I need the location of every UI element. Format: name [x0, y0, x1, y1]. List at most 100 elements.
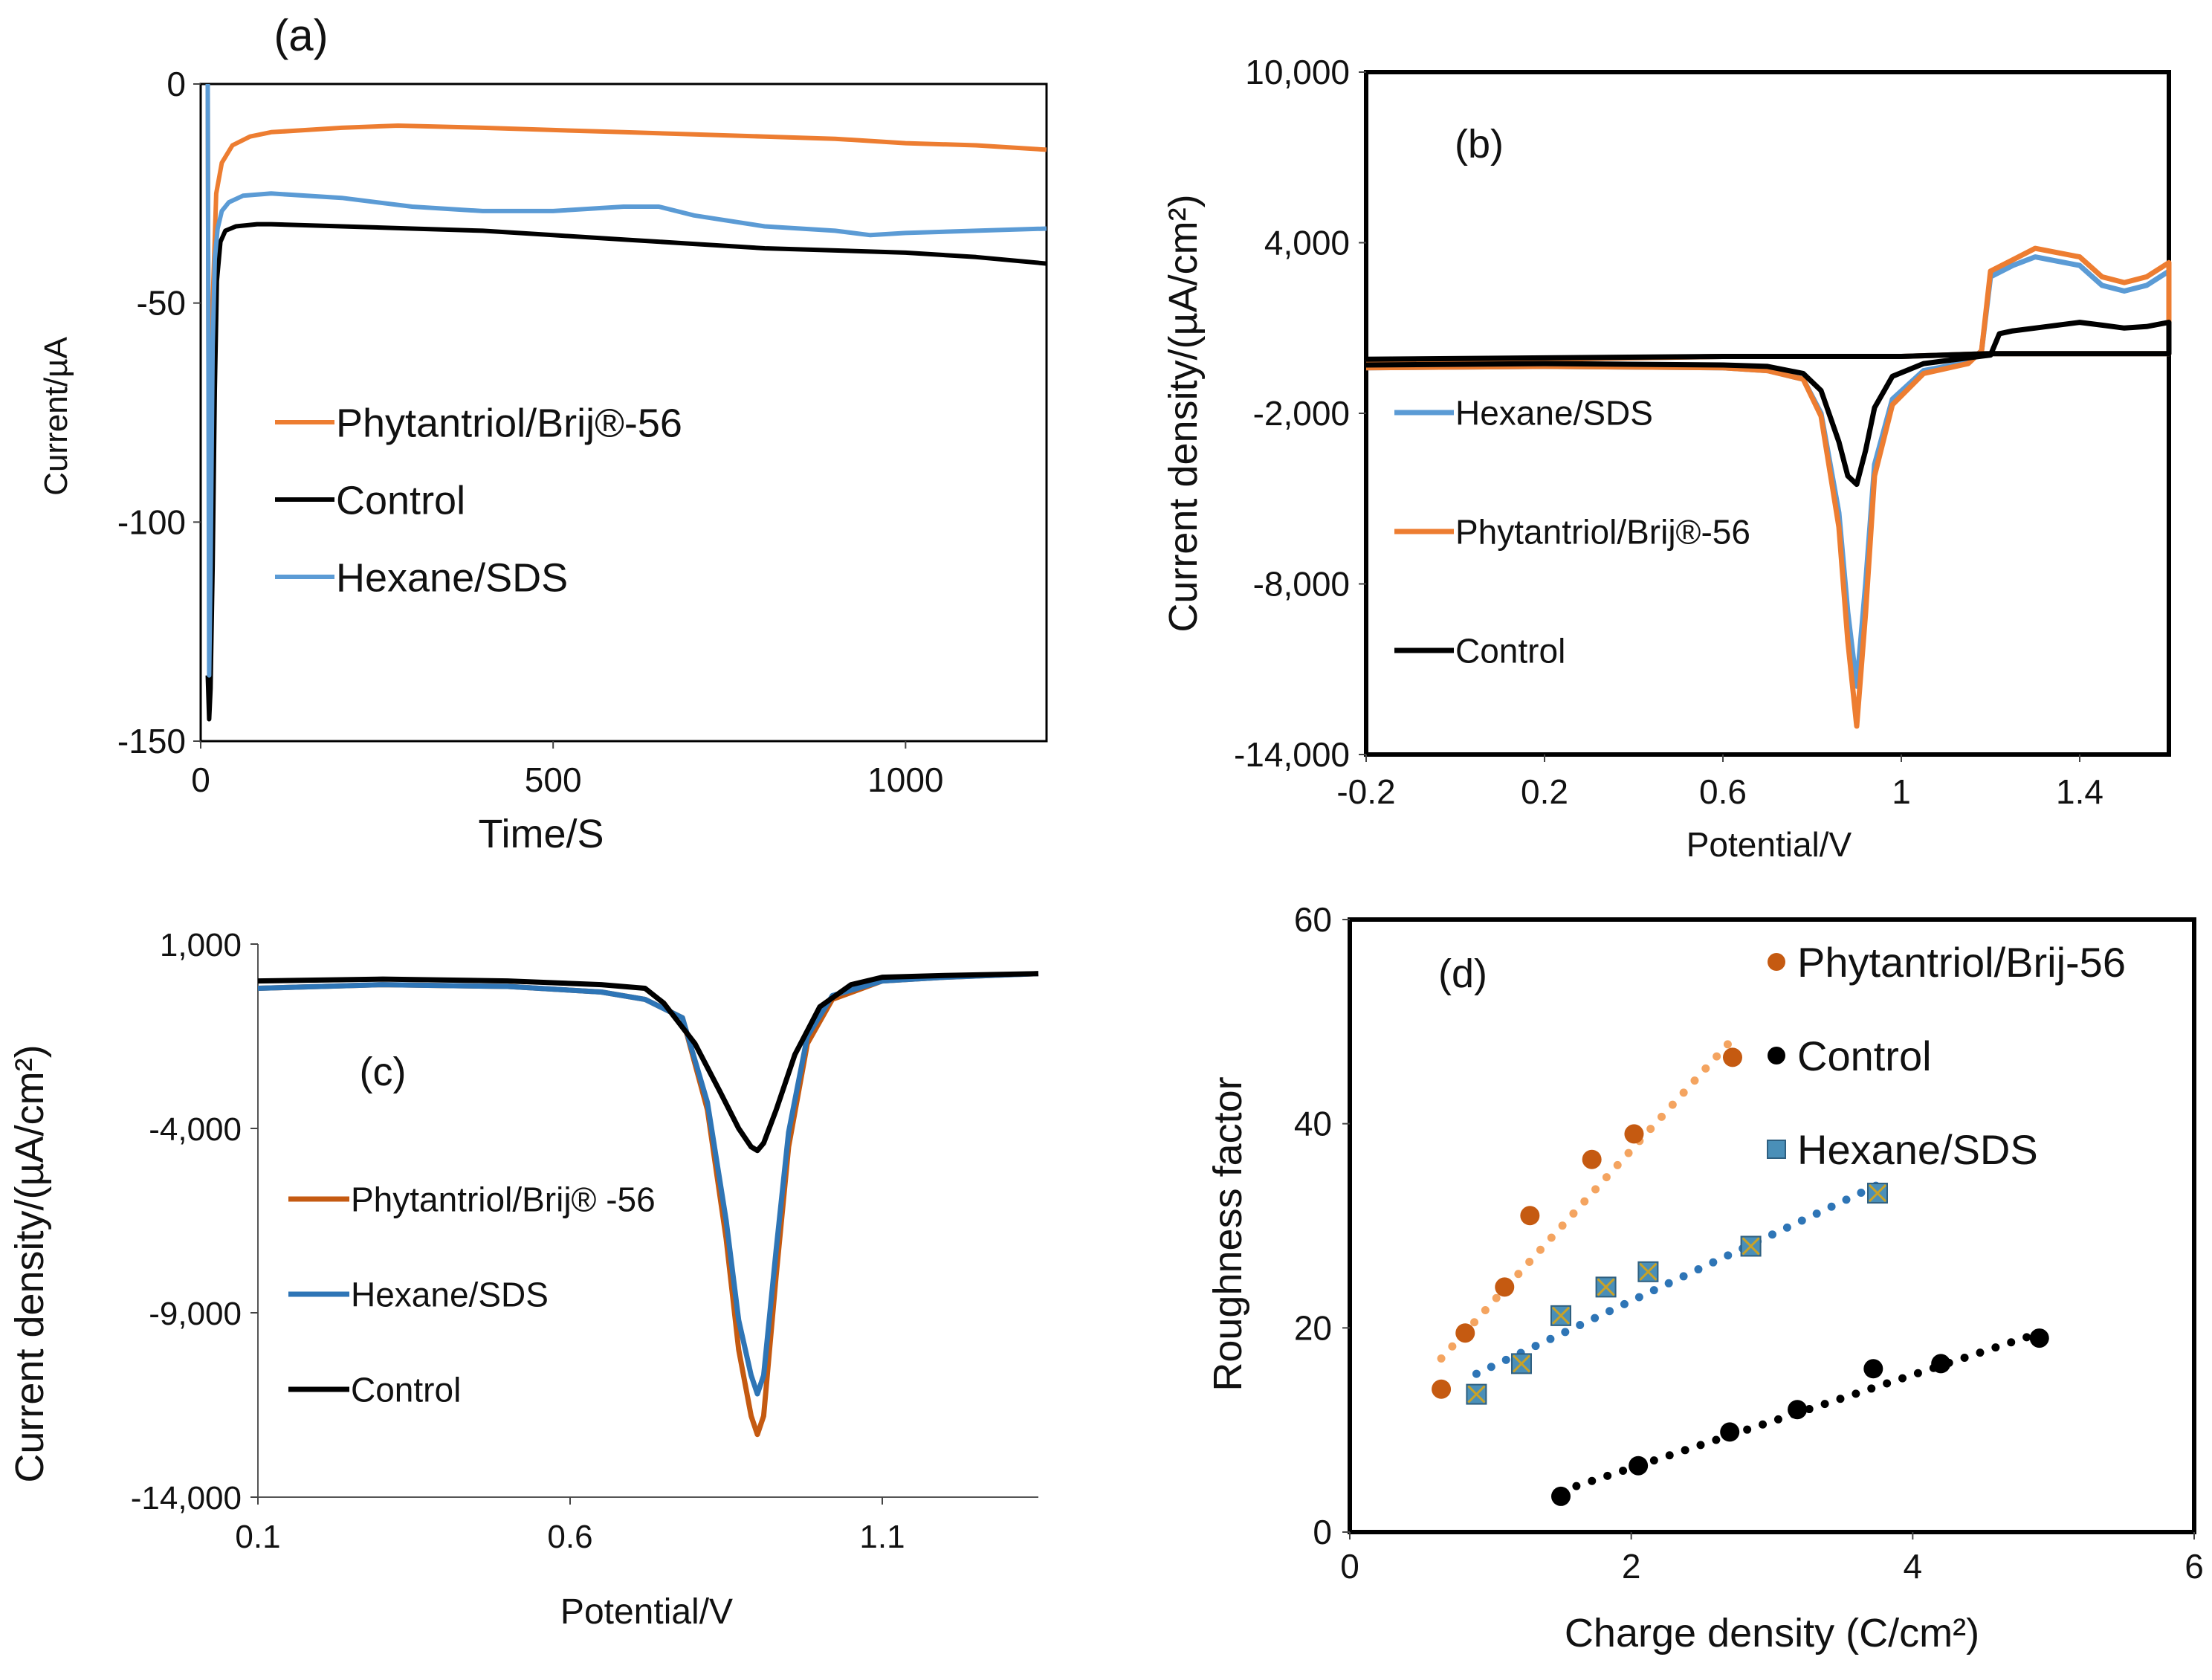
data-point [1720, 1422, 1740, 1442]
data-point-cross [1512, 1354, 1531, 1373]
series-line-2 [1365, 320, 2172, 488]
data-point [1637, 1261, 1659, 1282]
data-point [1867, 1183, 1888, 1204]
y-axis-title: Current density/(µA/cm²) [7, 1044, 52, 1482]
x-axis-title: Charge density (C/cm²) [1565, 1611, 1979, 1655]
data-point [1582, 1149, 1602, 1169]
panel-b: -0.2 0.2 0.6 1 1.4 10,000 4,000 -2,000 -8,000 -14… [1161, 53, 2172, 864]
x-tick-label: 0.1 [235, 1519, 280, 1555]
legend: Hexane/SDS Phytantriol/Brij®-56 Control [1394, 394, 1750, 671]
y-tick-label: 1,000 [160, 927, 242, 963]
y-tick-label: -14,000 [131, 1480, 242, 1516]
legend-label-1: Phytantriol/Brij®-56 [1455, 513, 1750, 552]
x-tick-label: 2 [1622, 1547, 1641, 1586]
legend: Phytantriol/Brij®-56 Control Hexane/SDS [275, 401, 682, 600]
y-tick-label: -2,000 [1253, 394, 1350, 433]
data-point [1788, 1400, 1808, 1420]
data-point [1740, 1235, 1762, 1257]
y-tick-label: -9,000 [149, 1296, 242, 1332]
y-axis-title: Current density/(µA/cm²) [1161, 194, 1206, 632]
x-tick-label: 4 [1904, 1547, 1923, 1586]
data-point [1495, 1277, 1515, 1297]
y-tick-label: -50 [137, 284, 186, 323]
data-point [1931, 1354, 1951, 1374]
legend-label-1: Hexane/SDS [351, 1276, 549, 1314]
data-point [1863, 1359, 1883, 1379]
plot-frame [1348, 917, 2196, 1534]
data-point [1629, 1456, 1649, 1476]
data-point [1722, 1047, 1742, 1067]
legend: Phytantriol/Brij® -56 Hexane/SDS Control [288, 1180, 656, 1409]
data-point [1550, 1305, 1571, 1326]
plot-frame [199, 83, 1048, 743]
panel-label: (b) [1455, 122, 1504, 167]
data-point [1595, 1276, 1617, 1298]
x-tick-label: 0.2 [1521, 772, 1568, 811]
y-axis-title: Current/µA [38, 337, 74, 496]
x-tick-label: 1.1 [859, 1519, 905, 1555]
series-line-2 [205, 83, 1047, 678]
x-axis-title: Potential/V [560, 1592, 733, 1632]
y-tick-label: -4,000 [149, 1111, 242, 1148]
data-point-cross [1597, 1278, 1615, 1296]
series-line-2 [257, 971, 1039, 1154]
x-tick-label: 0 [1340, 1547, 1359, 1586]
legend: Phytantriol/Brij-56 Control Hexane/SDS [1767, 939, 2126, 1173]
legend-label-0: Phytantriol/Brij-56 [1797, 939, 2126, 986]
series-line-1 [205, 222, 1047, 722]
y-axis-title: Roughness factor [1206, 1076, 1250, 1391]
x-tick-label: 0.6 [547, 1519, 592, 1555]
series-line-0 [205, 83, 1047, 656]
data-point [1466, 1383, 1487, 1405]
x-tick-label: 0.6 [1699, 772, 1747, 811]
y-tick-label: 0 [166, 65, 186, 103]
data-point [1520, 1206, 1540, 1226]
legend-swatch-0 [1768, 953, 1785, 971]
y-tick-label: -100 [117, 503, 186, 541]
data-point [1455, 1323, 1475, 1343]
x-tick-label: -0.2 [1336, 772, 1395, 811]
panel-label: (c) [360, 1050, 407, 1094]
panel-c: 0.1 0.6 1.1 1,000 -4,000 -9,000 -14,000 (c) Pote… [7, 927, 1039, 1632]
x-tick-label: 0 [191, 760, 210, 799]
data-point [1624, 1124, 1644, 1144]
legend-label-1: Control [1797, 1033, 1932, 1079]
x-axis-title: Time/S [478, 812, 604, 856]
x-axis-title: Potential/V [1687, 825, 1852, 864]
panel-a: 0 500 1000 0 -50 -100 -150 (a) Time/S Current/µA P… [38, 10, 1048, 856]
x-tick-label: 1.4 [2056, 772, 2103, 811]
legend-label-0: Phytantriol/Brij®-56 [336, 401, 682, 445]
panel-label: (d) [1438, 952, 1487, 996]
legend-label-2: Hexane/SDS [1797, 1126, 2038, 1173]
y-tick-label: 20 [1294, 1308, 1332, 1347]
data-point [1510, 1353, 1532, 1374]
legend-swatch-2 [1767, 1140, 1786, 1159]
legend-label-0: Phytantriol/Brij® -56 [351, 1180, 656, 1219]
y-tick-label: 60 [1294, 900, 1332, 939]
y-tick-label: 0 [1313, 1513, 1332, 1551]
y-tick-label: -14,000 [1234, 735, 1350, 774]
data-point-cross [1742, 1237, 1760, 1256]
legend-label-2: Hexane/SDS [336, 555, 568, 600]
x-tick-label: 6 [2184, 1547, 2204, 1586]
y-tick-label: -8,000 [1253, 565, 1350, 604]
x-tick-label: 1000 [867, 760, 943, 799]
data-point [2029, 1328, 2049, 1348]
trendline-0 [1437, 1038, 1734, 1363]
legend-label-0: Hexane/SDS [1455, 394, 1653, 433]
panel-label: (a) [274, 10, 328, 60]
data-point [1551, 1486, 1571, 1506]
data-point-cross [1551, 1306, 1571, 1325]
series-line-0 [1365, 254, 2172, 689]
y-tick-label: -150 [117, 722, 186, 760]
data-point-cross [1639, 1262, 1658, 1281]
legend-swatch-1 [1768, 1047, 1785, 1064]
data-point-cross [1467, 1385, 1486, 1403]
y-tick-label: 10,000 [1245, 53, 1350, 91]
y-tick-label: 4,000 [1264, 224, 1350, 262]
x-tick-label: 1 [1892, 772, 1911, 811]
legend-label-1: Control [336, 478, 465, 523]
legend-label-2: Control [1455, 632, 1565, 671]
